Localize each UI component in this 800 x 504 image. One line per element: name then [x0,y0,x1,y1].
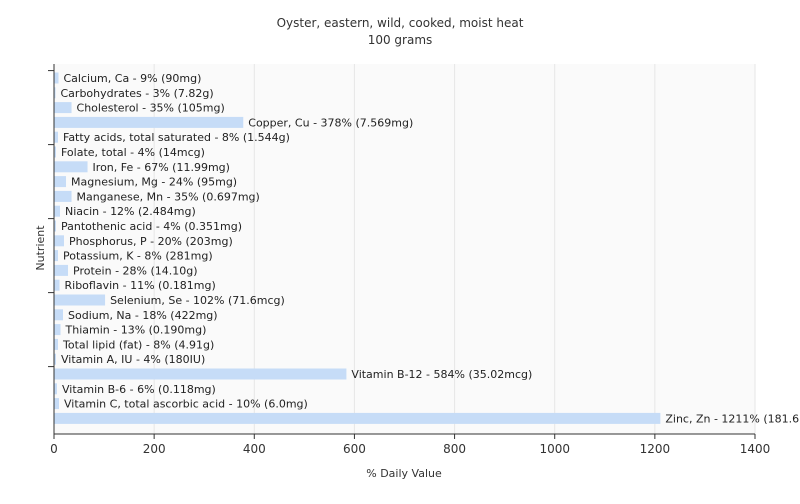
bar [54,412,661,424]
bar-label: Carbohydrates - 3% (7.82g) [61,87,214,100]
bar [54,116,244,128]
bar [54,72,59,84]
bar [54,235,65,247]
bar [54,383,58,395]
x-tick-label: 1000 [539,442,570,456]
x-tick-label: 200 [143,442,166,456]
bar [54,102,72,114]
bar-label: Zinc, Zn - 1211% (181.61mg) [665,412,800,425]
bar-label: Calcium, Ca - 9% (90mg) [64,72,202,85]
x-tick-label: 1200 [640,442,671,456]
bar [54,279,60,291]
bar-label: Cholesterol - 35% (105mg) [77,102,225,115]
bar-label: Thiamin - 13% (0.190mg) [65,324,207,337]
bar-label: Potassium, K - 8% (281mg) [63,250,213,263]
bar [54,264,69,276]
bar-label: Phosphorus, P - 20% (203mg) [69,235,233,248]
bar [54,353,57,365]
bar [54,220,57,232]
bar-label: Riboflavin - 11% (0.181mg) [65,279,216,292]
bar [54,161,88,173]
bar [54,176,67,188]
bar [54,324,61,336]
bar-label: Iron, Fe - 67% (11.99mg) [93,161,230,174]
bar-label: Total lipid (fat) - 8% (4.91g) [62,338,214,351]
x-tick-label: 1400 [740,442,771,456]
bar-label: Manganese, Mn - 35% (0.697mg) [77,190,260,203]
x-tick-label: 0 [50,442,58,456]
bar [54,309,64,321]
bar-label: Magnesium, Mg - 24% (95mg) [71,176,237,189]
bar [54,398,60,410]
bar-label: Fatty acids, total saturated - 8% (1.544… [63,131,290,144]
y-axis-label: Nutrient [34,225,47,271]
bar [54,250,59,262]
bar [54,205,61,217]
bar [54,190,72,202]
bar-label: Vitamin B-12 - 584% (35.02mcg) [351,368,532,381]
bar [54,146,57,158]
bar [54,368,347,380]
bar-label: Vitamin A, IU - 4% (180IU) [61,353,205,366]
bar [54,131,59,143]
x-tick-label: 600 [343,442,366,456]
bar-label: Pantothenic acid - 4% (0.351mg) [61,220,242,233]
bar [54,294,106,306]
bar-label: Sodium, Na - 18% (422mg) [68,309,218,322]
bar-label: Vitamin C, total ascorbic acid - 10% (6.… [64,398,308,411]
bar-label: Folate, total - 4% (14mcg) [61,146,205,159]
bar-label: Vitamin B-6 - 6% (0.118mg) [62,383,216,396]
bar-label: Copper, Cu - 378% (7.569mg) [248,116,413,129]
x-tick-label: 400 [243,442,266,456]
bar-label: Protein - 28% (14.10g) [73,264,198,277]
axes: 0 200 400 600 800 1000 1200 1400 [48,64,770,456]
x-axis-label: % Daily Value [366,467,442,480]
bar-label: Selenium, Se - 102% (71.6mcg) [110,294,285,307]
bar-label: Niacin - 12% (2.484mg) [65,205,196,218]
bar [54,338,59,350]
x-tick-label: 800 [443,442,466,456]
chart-title: Oyster, eastern, wild, cooked, moist hea… [277,16,524,30]
bar [54,87,56,99]
bars: Calcium, Ca - 9% (90mg) Carbohydrates - 3… [54,72,800,425]
chart-subtitle: 100 grams [368,33,433,47]
